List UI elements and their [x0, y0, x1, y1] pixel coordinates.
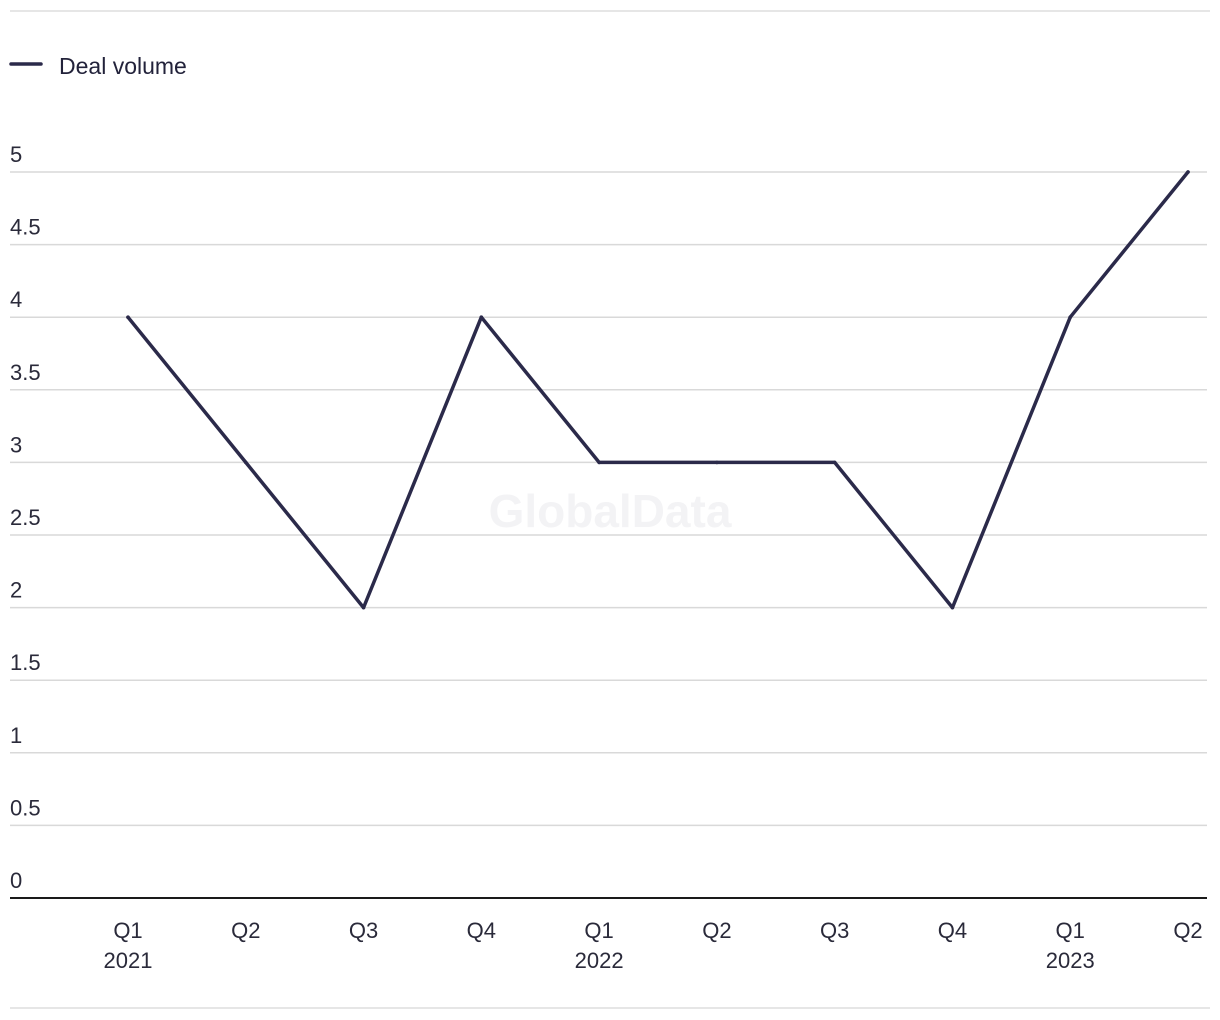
- y-tick-label: 5: [10, 142, 22, 167]
- x-tick-label: Q2: [231, 918, 260, 943]
- x-tick-label: Q4: [467, 918, 496, 943]
- data-point[interactable]: [361, 605, 366, 610]
- watermark: GlobalData: [489, 485, 732, 537]
- data-point[interactable]: [950, 605, 955, 610]
- x-tick-year-label: 2022: [575, 948, 624, 973]
- data-point[interactable]: [479, 315, 484, 320]
- y-axis-ticks: 0 0.5 1 1.5 2 2.5 3 3.5 4 4.5 5: [10, 142, 41, 893]
- y-tick-label: 3.5: [10, 360, 41, 385]
- x-tick-label: Q2: [702, 918, 731, 943]
- data-point[interactable]: [597, 460, 601, 465]
- y-tick-label: 2.5: [10, 505, 41, 530]
- x-tick-label: Q2: [1173, 918, 1202, 943]
- x-tick-label: Q3: [349, 918, 378, 943]
- x-tick-label: Q3: [820, 918, 849, 943]
- x-tick-label: Q1: [113, 918, 142, 943]
- y-tick-label: 3: [10, 432, 22, 457]
- y-tick-label: 1: [10, 723, 22, 748]
- y-tick-label: 0.5: [10, 795, 41, 820]
- data-point[interactable]: [832, 460, 837, 465]
- data-point[interactable]: [715, 460, 719, 465]
- x-tick-label: Q1: [1056, 918, 1085, 943]
- data-point[interactable]: [243, 460, 248, 465]
- y-tick-label: 2: [10, 578, 22, 603]
- x-tick-label: Q1: [584, 918, 613, 943]
- x-tick-label: Q4: [938, 918, 967, 943]
- series-deal-volume: [126, 170, 1190, 610]
- legend: Deal volume: [9, 53, 187, 79]
- y-tick-label: 0: [10, 868, 22, 893]
- data-point[interactable]: [1068, 315, 1073, 320]
- data-point[interactable]: [126, 315, 130, 320]
- x-tick-year-label: 2021: [104, 948, 153, 973]
- x-tick-year-label: 2023: [1046, 948, 1095, 973]
- y-tick-label: 4.5: [10, 215, 41, 240]
- y-tick-label: 4: [10, 287, 22, 312]
- series-line-deal-volume: [126, 170, 1190, 610]
- legend-label: Deal volume: [59, 53, 187, 79]
- data-point[interactable]: [1186, 170, 1190, 174]
- y-tick-label: 1.5: [10, 650, 41, 675]
- x-axis-ticks: Q1 2021 Q2 Q3 Q4 Q1 2022 Q2 Q3 Q4 Q1 2023 Q2: [104, 918, 1203, 973]
